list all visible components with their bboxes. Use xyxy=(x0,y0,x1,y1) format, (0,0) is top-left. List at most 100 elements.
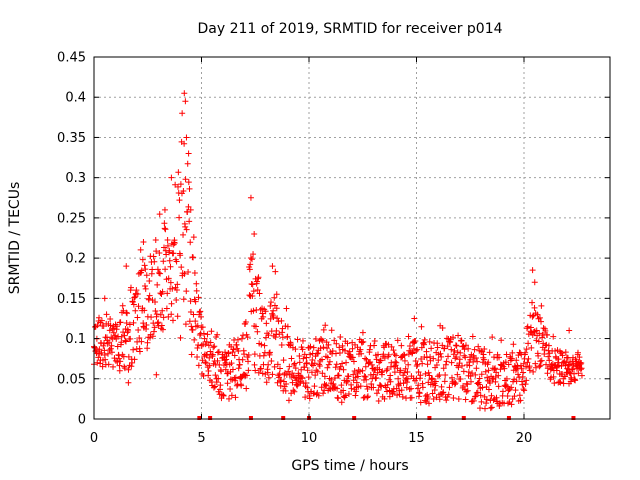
data-point xyxy=(222,349,229,356)
data-point xyxy=(205,368,212,375)
baseline-marker xyxy=(208,416,213,420)
data-point xyxy=(395,375,402,382)
data-point xyxy=(263,320,270,327)
data-point xyxy=(269,263,276,270)
data-point xyxy=(448,359,455,366)
data-point xyxy=(134,290,141,297)
data-point xyxy=(194,344,201,351)
data-point xyxy=(274,361,281,368)
data-point xyxy=(303,354,310,361)
data-point xyxy=(146,278,153,285)
data-point xyxy=(258,341,265,348)
data-point xyxy=(257,365,264,372)
data-point xyxy=(465,345,472,352)
data-point xyxy=(116,355,123,362)
data-point xyxy=(324,345,331,352)
data-point xyxy=(230,346,237,353)
data-point xyxy=(220,392,227,399)
data-point xyxy=(304,367,311,374)
data-point xyxy=(495,383,502,390)
data-point xyxy=(142,266,149,273)
data-point xyxy=(322,322,329,329)
data-point xyxy=(136,348,143,355)
data-point xyxy=(264,369,271,376)
data-point xyxy=(183,226,190,233)
data-point xyxy=(242,319,249,326)
data-point xyxy=(350,371,357,378)
data-point xyxy=(370,384,377,391)
x-tick-label: 15 xyxy=(408,431,425,446)
data-point xyxy=(259,310,266,317)
data-point xyxy=(187,239,194,246)
data-point xyxy=(442,361,449,368)
data-point xyxy=(324,364,331,371)
data-point xyxy=(476,375,483,382)
data-point xyxy=(504,392,511,399)
data-point xyxy=(141,307,148,314)
data-point xyxy=(188,351,195,358)
data-point xyxy=(405,333,412,340)
data-point xyxy=(173,258,180,265)
data-point xyxy=(525,355,532,362)
data-point xyxy=(160,258,167,265)
data-point xyxy=(380,351,387,358)
data-point xyxy=(123,319,130,326)
data-point xyxy=(117,358,124,365)
data-point xyxy=(260,313,267,320)
data-point xyxy=(450,334,457,341)
data-point xyxy=(245,358,252,365)
data-point xyxy=(169,285,176,292)
data-point xyxy=(440,389,447,396)
data-point xyxy=(442,372,449,379)
data-point xyxy=(181,270,188,277)
data-point xyxy=(444,343,451,350)
y-tick-label: 0.1 xyxy=(65,332,86,347)
data-point xyxy=(343,359,350,366)
data-point xyxy=(184,208,191,215)
data-point xyxy=(288,355,295,362)
data-point xyxy=(190,254,197,261)
data-point xyxy=(250,251,257,258)
data-point xyxy=(394,365,401,372)
data-point xyxy=(344,340,351,347)
data-point xyxy=(554,359,561,366)
data-point xyxy=(221,357,228,364)
data-point xyxy=(274,315,281,322)
data-point xyxy=(455,332,462,339)
data-point xyxy=(313,350,320,357)
data-point xyxy=(301,351,308,358)
data-point xyxy=(91,344,98,351)
data-point xyxy=(499,388,506,395)
data-point xyxy=(503,351,510,358)
data-point xyxy=(211,343,218,350)
data-point xyxy=(159,326,166,333)
data-point xyxy=(318,336,325,343)
data-point xyxy=(577,366,584,373)
data-point xyxy=(308,361,315,368)
data-point xyxy=(311,390,318,397)
data-point xyxy=(496,354,503,361)
data-point xyxy=(316,363,323,370)
data-point xyxy=(238,374,245,381)
data-point xyxy=(487,405,494,412)
data-point xyxy=(505,361,512,368)
data-point xyxy=(182,176,189,183)
data-point xyxy=(152,307,159,314)
data-point xyxy=(375,398,382,405)
data-point xyxy=(193,287,200,294)
data-point xyxy=(130,346,137,353)
data-point xyxy=(368,361,375,368)
data-point xyxy=(379,368,386,375)
data-point xyxy=(400,351,407,358)
data-point xyxy=(529,332,536,339)
data-point xyxy=(513,378,520,385)
data-point xyxy=(437,350,444,357)
data-point xyxy=(262,308,269,315)
data-point xyxy=(116,362,123,369)
data-point xyxy=(226,395,233,402)
data-point xyxy=(483,396,490,403)
data-point xyxy=(405,361,412,368)
data-point xyxy=(313,367,320,374)
data-point xyxy=(465,369,472,376)
data-point xyxy=(202,359,209,366)
